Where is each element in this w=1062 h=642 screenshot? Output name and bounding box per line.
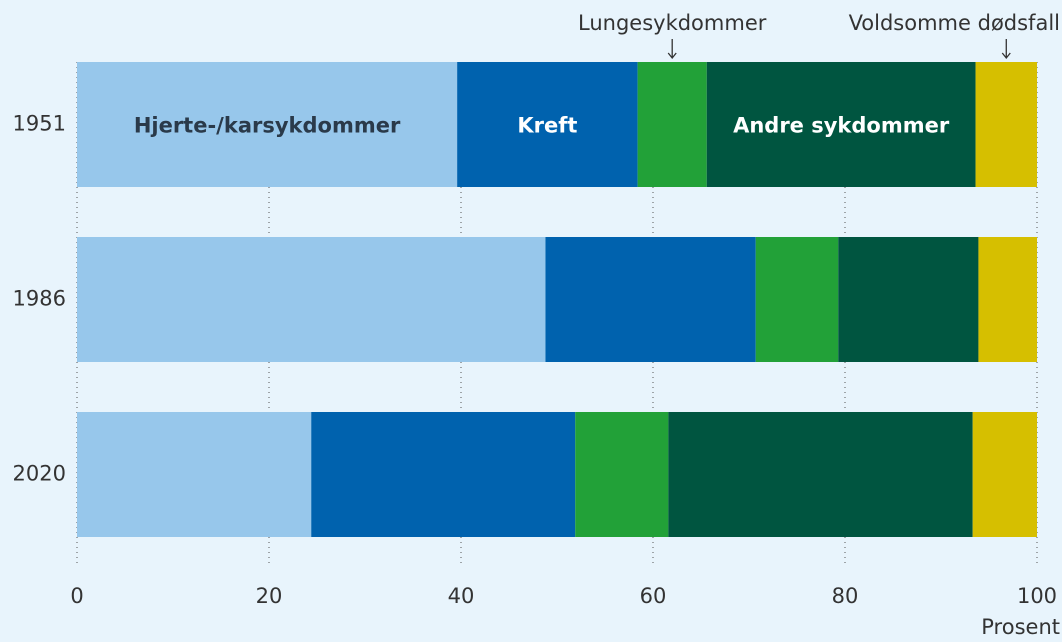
segment-label: Lungesykdommer bbox=[578, 11, 767, 35]
x-axis-label: Prosent bbox=[981, 615, 1060, 639]
bar-segment bbox=[77, 62, 458, 187]
bar-segment bbox=[838, 237, 979, 362]
x-tick-label: 0 bbox=[70, 584, 83, 608]
x-tick-label: 60 bbox=[640, 584, 667, 608]
bar-segment bbox=[77, 237, 546, 362]
bar-segment bbox=[545, 237, 756, 362]
bar-segment bbox=[457, 62, 638, 187]
bar-segment bbox=[975, 62, 1037, 187]
y-tick-label: 1951 bbox=[13, 112, 66, 136]
segment-label: Hjerte-/karsykdommer bbox=[134, 114, 401, 138]
x-tick-label: 80 bbox=[832, 584, 859, 608]
bar-segment bbox=[668, 412, 973, 537]
bar-segment bbox=[77, 412, 312, 537]
x-tick-label: 100 bbox=[1017, 584, 1057, 608]
segment-label: Andre sykdommer bbox=[733, 114, 950, 138]
label-arrow bbox=[1001, 39, 1011, 60]
label-arrow bbox=[667, 39, 677, 60]
bar-segment bbox=[311, 412, 576, 537]
bar-segment bbox=[637, 62, 707, 187]
bar-segment bbox=[978, 237, 1037, 362]
x-tick-label: 40 bbox=[448, 584, 475, 608]
y-tick-label: 2020 bbox=[13, 462, 66, 486]
y-tick-label: 1986 bbox=[13, 287, 66, 311]
bar-segment bbox=[706, 62, 976, 187]
bar-segment bbox=[972, 412, 1037, 537]
bar-segment bbox=[755, 237, 839, 362]
segment-label: Voldsomme dødsfall bbox=[849, 11, 1060, 35]
bar-segment bbox=[575, 412, 669, 537]
segment-label: Kreft bbox=[517, 114, 577, 138]
x-tick-label: 20 bbox=[256, 584, 283, 608]
